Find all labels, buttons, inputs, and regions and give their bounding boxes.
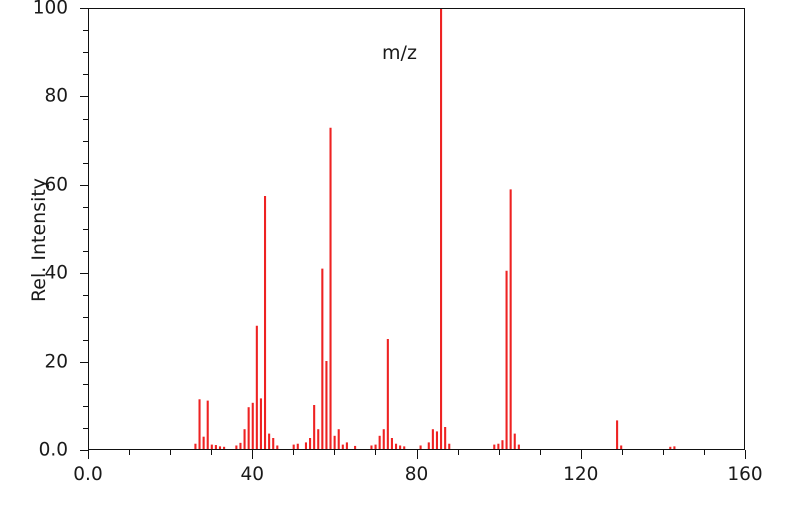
x-tick-minor [334,450,336,455]
y-tick-minor [83,162,88,164]
x-tick-minor [375,450,377,455]
y-tick-major [80,8,88,9]
y-tick-minor [83,74,88,76]
y-tick-minor [83,317,88,319]
y-tick-major [80,273,88,275]
y-tick-minor [83,427,88,429]
y-tick-minor [83,229,88,230]
x-tick-major [580,450,582,459]
y-axis: 0.0 20 40 60 80 100 [0,0,88,516]
x-tick-minor [539,450,541,455]
y-tick-minor [83,383,88,385]
spectrum-peaks [194,9,676,449]
x-tick-minor [621,450,623,455]
y-tick-major [80,450,88,451]
y-tick-minor [83,295,88,297]
x-tick-minor [498,450,500,455]
y-tick-label: 80 [44,85,68,107]
y-tick-major [80,96,88,98]
y-tick-minor [83,405,88,407]
x-tick-label: 160 [727,464,763,485]
y-tick-minor [83,118,88,120]
y-tick-label: 60 [44,174,68,196]
x-tick-minor [129,450,131,455]
x-axis-title-text: m/z [382,42,417,64]
y-tick-minor [83,339,88,341]
x-axis: 0.0 40 80 120 160 [0,450,799,516]
x-tick-minor [170,450,172,455]
x-tick-label: 120 [563,464,599,485]
plot-area [88,8,745,450]
y-tick-label: 20 [44,351,68,373]
x-tick-major [88,450,89,459]
x-tick-minor [293,450,295,455]
x-tick-label: 40 [240,464,265,485]
y-tick-label: 0.0 [38,439,68,461]
x-axis-title: m/z [0,42,799,64]
x-tick-major [252,450,254,459]
x-tick-minor [703,450,705,455]
y-tick-minor [83,52,88,54]
y-axis-title: Rel. Intensity [28,177,50,303]
y-tick-label: 40 [44,262,68,284]
x-tick-minor [662,450,664,455]
x-tick-major [416,450,418,459]
y-tick-label: 100 [32,0,68,19]
y-tick-minor [83,251,88,253]
y-tick-minor [83,30,88,32]
x-tick-minor [457,450,459,455]
x-tick-label: 80 [404,464,429,485]
y-tick-major [80,361,88,363]
x-tick-minor [211,450,213,455]
y-tick-minor [83,140,88,142]
y-tick-minor [83,206,88,208]
y-tick-major [80,184,88,186]
x-tick-label: 0.0 [73,464,103,485]
x-tick-major [745,450,746,459]
